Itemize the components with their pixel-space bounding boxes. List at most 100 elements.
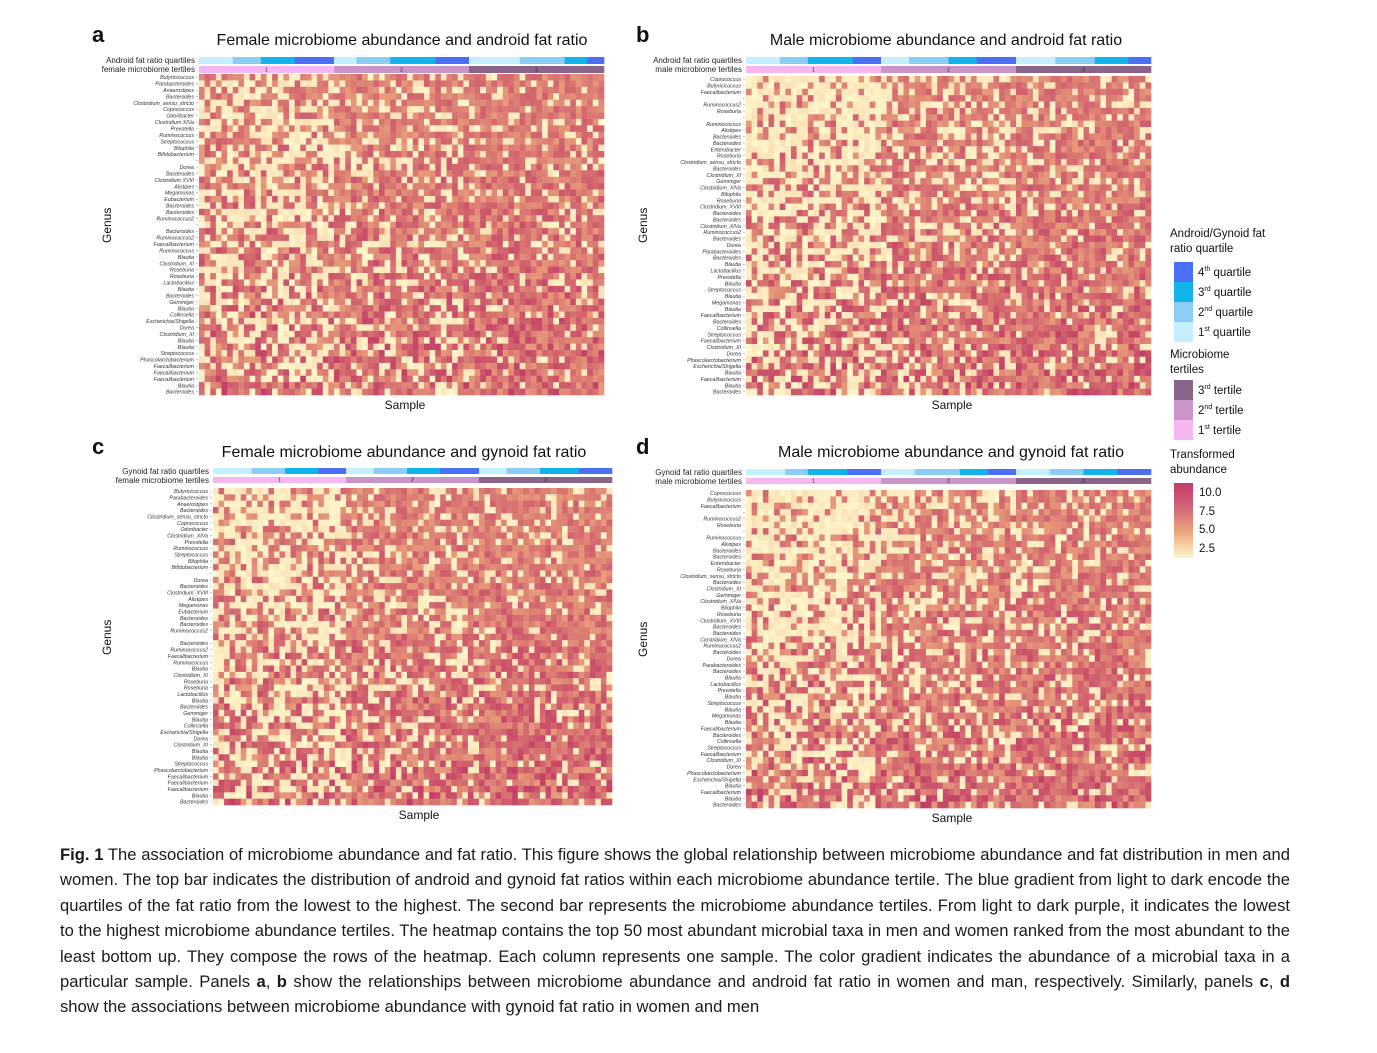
- heatmap-cell: [859, 127, 865, 134]
- heatmap-cell: [447, 80, 453, 87]
- heatmap-cell: [553, 286, 559, 293]
- heatmap-cell: [272, 202, 278, 209]
- heatmap-cell: [424, 324, 430, 331]
- heatmap-cell: [791, 165, 797, 172]
- heatmap-cell: [542, 125, 548, 132]
- heatmap-cell: [1005, 82, 1011, 89]
- heatmap-cell: [373, 389, 379, 396]
- heatmap-cell: [379, 170, 385, 177]
- heatmap-cell: [238, 119, 244, 126]
- heatmap-cell: [255, 125, 261, 132]
- heatmap-cell: [915, 89, 921, 96]
- heatmap-cell: [949, 172, 955, 179]
- heatmap-cell: [570, 292, 576, 299]
- heatmap-cell: [233, 279, 239, 286]
- heatmap-cell: [988, 95, 994, 102]
- heatmap-cell: [357, 183, 363, 190]
- heatmap-cell: [267, 389, 273, 396]
- heatmap-cell: [570, 132, 576, 139]
- heatmap-cell: [559, 119, 565, 126]
- heatmap-cell: [323, 363, 329, 370]
- heatmap-cell: [887, 127, 893, 134]
- heatmap-cell: [289, 183, 295, 190]
- heatmap-cell: [870, 108, 876, 115]
- heatmap-cell: [904, 121, 910, 128]
- heatmap-cell: [570, 177, 576, 184]
- heatmap-cell: [774, 146, 780, 153]
- heatmap-cell: [210, 273, 216, 280]
- heatmap-cell: [385, 312, 391, 319]
- heatmap-cell: [216, 356, 222, 363]
- heatmap-cell: [847, 95, 853, 102]
- heatmap-cell: [272, 305, 278, 312]
- heatmap-cell: [763, 102, 769, 109]
- heatmap-cell: [368, 157, 374, 164]
- row-label: Alistipes: [173, 184, 194, 190]
- heatmap-cell: [553, 299, 559, 306]
- heatmap-cell: [413, 132, 419, 139]
- heatmap-cell: [593, 241, 599, 248]
- heatmap-cell: [306, 209, 312, 216]
- heatmap-cell: [965, 82, 971, 89]
- heatmap-cell: [915, 165, 921, 172]
- heatmap-cell: [278, 279, 284, 286]
- heatmap-cell: [261, 305, 267, 312]
- heatmap-cell: [272, 228, 278, 235]
- heatmap-cell: [295, 132, 301, 139]
- heatmap-cell: [407, 151, 413, 158]
- heatmap-cell: [965, 108, 971, 115]
- heatmap-cell: [1055, 76, 1061, 83]
- heatmap-cell: [222, 209, 228, 216]
- heatmap-cell: [1140, 89, 1146, 96]
- heatmap-cell: [300, 183, 306, 190]
- heatmap-cell: [390, 106, 396, 113]
- heatmap-cell: [261, 247, 267, 254]
- heatmap-cell: [994, 127, 1000, 134]
- heatmap-cell: [565, 132, 571, 139]
- heatmap-cell: [1061, 76, 1067, 83]
- heatmap-cell: [435, 222, 441, 229]
- heatmap-cell: [295, 337, 301, 344]
- heatmap-cell: [261, 93, 267, 100]
- heatmap-cell: [272, 369, 278, 376]
- heatmap-cell: [278, 106, 284, 113]
- heatmap-cell: [548, 350, 554, 357]
- heatmap-cell: [295, 344, 301, 351]
- heatmap-cell: [593, 209, 599, 216]
- heatmap-cell: [1061, 127, 1067, 134]
- heatmap-cell: [289, 170, 295, 177]
- heatmap-cell: [458, 183, 464, 190]
- heatmap-cell: [954, 76, 960, 83]
- heatmap-cell: [463, 389, 469, 396]
- heatmap-cell: [870, 102, 876, 109]
- heatmap-cell: [238, 363, 244, 370]
- heatmap-cell: [587, 279, 593, 286]
- heatmap-cell: [430, 138, 436, 145]
- heatmap-cell: [458, 190, 464, 197]
- heatmap-cell: [475, 376, 481, 383]
- heatmap-cell: [323, 267, 329, 274]
- heatmap-cell: [357, 209, 363, 216]
- heatmap-cell: [418, 350, 424, 357]
- heatmap-cell: [227, 344, 233, 351]
- heatmap-cell: [920, 159, 926, 166]
- heatmap-cell: [587, 183, 593, 190]
- heatmap-cell: [480, 87, 486, 94]
- heatmap-cell: [390, 145, 396, 152]
- heatmap-cell: [463, 331, 469, 338]
- heatmap-cell: [385, 151, 391, 158]
- heatmap-cell: [1022, 76, 1028, 83]
- heatmap-cell: [447, 228, 453, 235]
- heatmap-cell: [295, 190, 301, 197]
- heatmap-cell: [430, 228, 436, 235]
- heatmap-cell: [222, 241, 228, 248]
- heatmap-cell: [565, 254, 571, 261]
- heatmap-cell: [222, 87, 228, 94]
- row-label: Ruminococcus2: [156, 216, 194, 222]
- heatmap-cell: [447, 279, 453, 286]
- heatmap-cell: [486, 119, 492, 126]
- heatmap-cell: [357, 138, 363, 145]
- heatmap-cell: [272, 138, 278, 145]
- heatmap-cell: [272, 222, 278, 229]
- heatmap-cell: [553, 324, 559, 331]
